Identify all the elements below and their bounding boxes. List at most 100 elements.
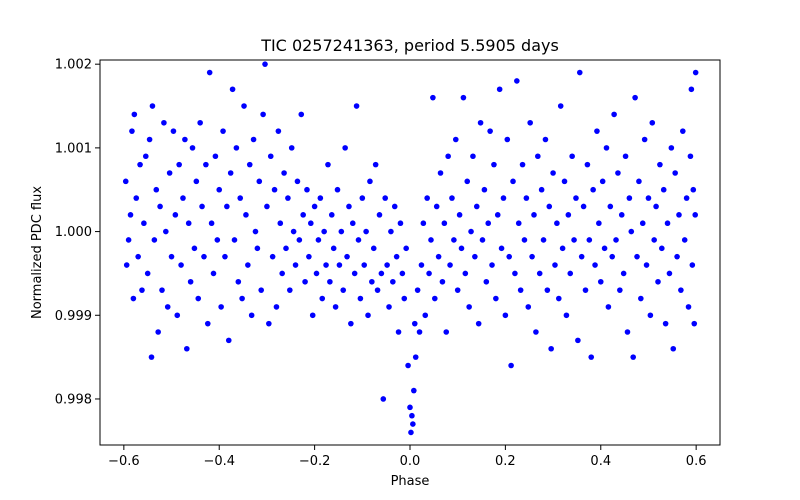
data-point	[163, 228, 169, 235]
data-point	[201, 253, 207, 260]
data-point	[252, 228, 259, 235]
data-point	[241, 103, 247, 109]
data-point	[212, 153, 219, 160]
data-point	[432, 295, 438, 302]
data-point	[393, 253, 400, 260]
data-point	[378, 270, 385, 277]
data-point	[130, 295, 137, 302]
data-point	[229, 86, 236, 93]
data-point	[620, 270, 627, 277]
data-point	[139, 287, 145, 293]
data-point	[491, 161, 497, 168]
data-point	[142, 153, 149, 160]
data-point	[296, 237, 303, 243]
data-point	[632, 94, 638, 101]
data-point	[246, 161, 253, 168]
data-point	[653, 203, 659, 210]
data-point	[506, 253, 512, 260]
data-point	[563, 312, 570, 319]
data-point	[237, 195, 244, 201]
data-point	[460, 94, 467, 101]
data-point	[565, 212, 572, 218]
data-point	[515, 220, 522, 227]
data-point	[395, 329, 402, 335]
data-point	[189, 145, 196, 151]
data-point	[380, 396, 387, 402]
data-point	[374, 287, 381, 293]
data-point	[615, 170, 621, 176]
data-point	[428, 237, 434, 243]
data-point	[576, 69, 583, 76]
data-point	[298, 111, 305, 118]
data-point	[613, 237, 619, 243]
data-point	[504, 136, 511, 143]
data-point	[359, 195, 366, 201]
data-point	[618, 212, 625, 218]
data-point	[657, 161, 663, 168]
data-point	[422, 312, 429, 319]
data-point	[308, 220, 314, 227]
data-point	[479, 237, 486, 243]
data-point	[170, 128, 177, 134]
x-axis-label: Phase	[391, 474, 430, 489]
data-point	[567, 270, 574, 277]
data-point	[122, 178, 129, 185]
data-point	[483, 278, 490, 285]
data-point	[258, 287, 265, 293]
data-point	[424, 195, 430, 201]
data-point	[281, 170, 287, 176]
x-tick-label: 0.4	[590, 454, 611, 469]
data-point	[681, 237, 688, 243]
data-point	[592, 262, 598, 268]
y-tick-label: 0.999	[55, 309, 92, 324]
data-point	[313, 270, 320, 277]
data-point	[628, 228, 635, 235]
data-point	[485, 220, 492, 227]
data-point	[336, 262, 343, 268]
data-point	[306, 253, 312, 260]
data-point	[688, 86, 695, 93]
data-point	[692, 212, 698, 218]
data-point	[157, 203, 163, 210]
data-point	[166, 170, 173, 176]
data-point	[508, 362, 514, 369]
data-point	[447, 262, 453, 268]
data-point	[668, 145, 675, 151]
data-point	[342, 145, 348, 151]
data-point	[683, 195, 690, 201]
data-point	[538, 186, 545, 193]
data-point	[468, 228, 474, 235]
data-point	[390, 278, 396, 285]
data-point	[527, 119, 533, 126]
data-point	[418, 262, 425, 268]
data-point	[540, 237, 547, 243]
data-point	[414, 287, 421, 293]
data-point	[227, 170, 234, 176]
x-axis: −0.6 −0.4 −0.2 0.0 0.2 0.4 0.6	[108, 445, 706, 469]
y-tick-label: 1.001	[55, 141, 92, 156]
data-point	[363, 228, 369, 235]
data-point	[660, 186, 667, 193]
data-point	[311, 203, 318, 210]
data-point	[256, 178, 263, 185]
data-point	[176, 161, 182, 168]
data-point	[370, 245, 377, 252]
data-point	[680, 128, 686, 134]
data-point	[670, 345, 677, 352]
data-point	[172, 212, 179, 218]
data-point	[458, 245, 465, 252]
data-point	[405, 362, 411, 369]
data-point	[634, 253, 640, 260]
data-point	[441, 220, 448, 227]
data-point	[125, 237, 132, 243]
data-point	[542, 136, 549, 143]
data-point	[361, 262, 368, 268]
data-point	[317, 195, 324, 201]
data-point	[279, 270, 285, 277]
data-point	[155, 329, 161, 335]
data-point	[353, 103, 360, 109]
data-point	[481, 186, 488, 193]
data-point	[433, 203, 440, 210]
data-point	[239, 295, 245, 302]
